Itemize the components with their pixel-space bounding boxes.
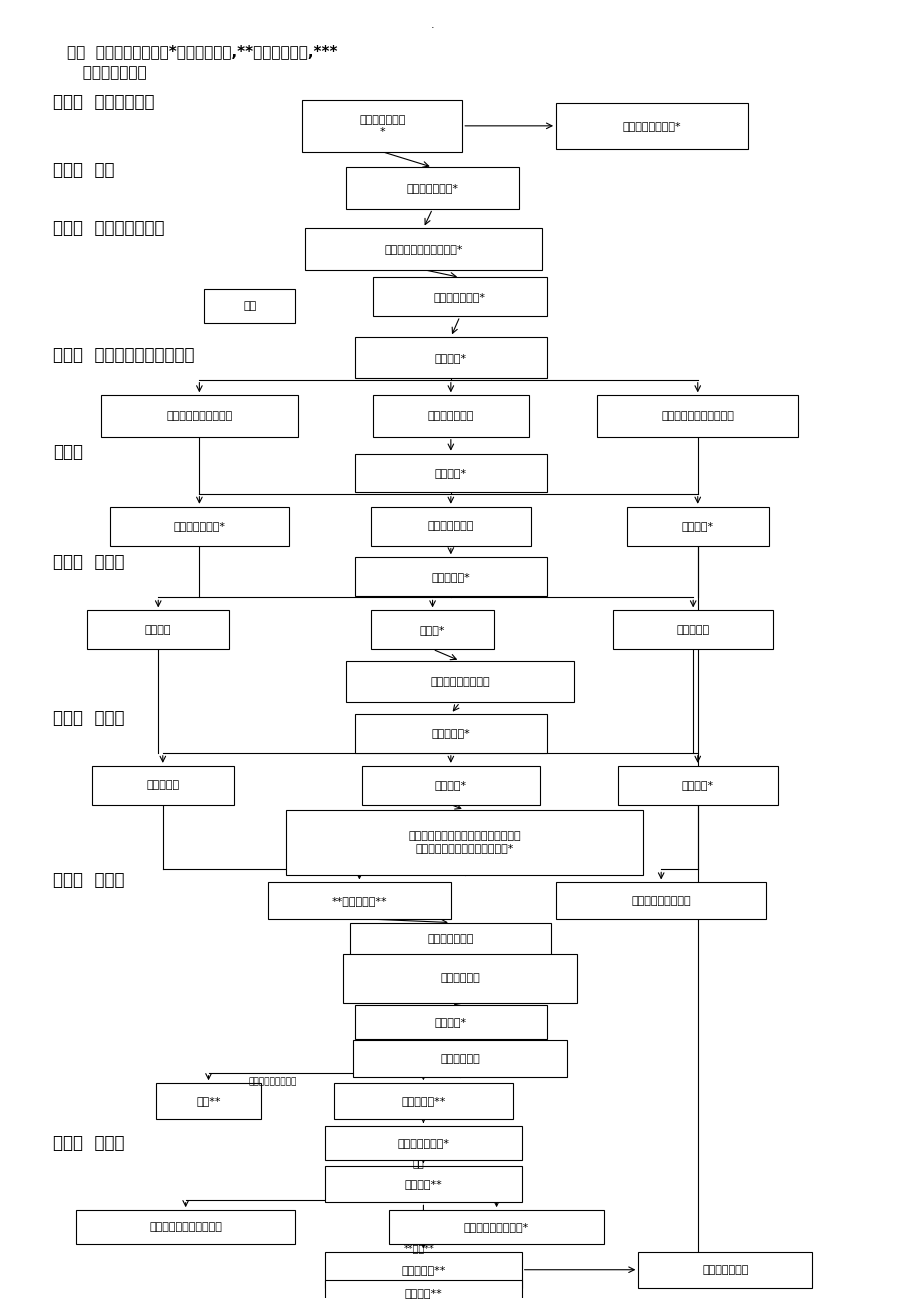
Text: 党务会研究决定: 党务会研究决定 xyxy=(427,935,473,944)
FancyBboxPatch shape xyxy=(555,883,766,919)
FancyBboxPatch shape xyxy=(343,953,576,1003)
Text: 承办人根据人员调动、职务晋升、岗位
变动等情况，调整个人工资金额*: 承办人根据人员调动、职务晋升、岗位 变动等情况，调整个人工资金额* xyxy=(408,832,520,853)
Text: 承办人办理支付手续: 承办人办理支付手续 xyxy=(630,896,690,905)
Text: 收到信访举报: 收到信访举报 xyxy=(439,974,480,983)
Text: 班子评鉴**: 班子评鉴** xyxy=(404,1288,442,1298)
Text: 二、  权力运行流程图（*为低风险等级,**为中风险等级,***: 二、 权力运行流程图（*为低风险等级,**为中风险等级,*** xyxy=(67,44,337,59)
Text: 业单位公开招聘: 业单位公开招聘 xyxy=(427,411,473,421)
Text: 分管局领导审批*: 分管局领导审批* xyxy=(397,1138,449,1148)
Text: 局领导审批*: 局领导审批* xyxy=(431,728,470,738)
Text: 承办人报批手续*: 承办人报批手续* xyxy=(173,521,225,531)
Text: 科长审批*: 科长审批* xyxy=(435,353,467,363)
FancyBboxPatch shape xyxy=(612,611,772,650)
Text: 办结**: 办结** xyxy=(196,1096,221,1107)
FancyBboxPatch shape xyxy=(110,506,289,546)
Text: 承办人办理**: 承办人办理** xyxy=(401,1096,445,1107)
FancyBboxPatch shape xyxy=(626,506,767,546)
Text: 审查使用*: 审查使用* xyxy=(681,521,713,531)
FancyBboxPatch shape xyxy=(324,1167,521,1202)
FancyBboxPatch shape xyxy=(596,396,798,436)
FancyBboxPatch shape xyxy=(370,506,530,546)
Text: 科长审核*: 科长审核* xyxy=(435,780,467,790)
Text: 公示: 公示 xyxy=(413,1159,425,1168)
Text: 局领导审批*: 局领导审批* xyxy=(431,572,470,582)
FancyBboxPatch shape xyxy=(76,1210,295,1243)
Text: 领导审批*: 领导审批* xyxy=(681,780,713,790)
FancyBboxPatch shape xyxy=(373,396,528,436)
Text: 长审核*: 长审核* xyxy=(419,625,445,635)
FancyBboxPatch shape xyxy=(204,289,295,323)
FancyBboxPatch shape xyxy=(617,766,777,805)
Text: 承办人拟订竞岗方案: 承办人拟订竞岗方案 xyxy=(430,677,489,686)
Text: （九）  干部档: （九） 干部档 xyxy=(53,1134,124,1152)
FancyBboxPatch shape xyxy=(355,453,546,492)
Text: 理报批手续: 理报批手续 xyxy=(675,625,709,635)
FancyBboxPatch shape xyxy=(156,1083,261,1120)
Text: 未列入党费年度支出预算: 未列入党费年度支出预算 xyxy=(661,411,733,421)
Text: 为高风险等级）: 为高风险等级） xyxy=(67,65,146,79)
Text: 承办人受理审查*: 承办人受理审查* xyxy=(406,184,458,193)
Text: 科长审批*: 科长审批* xyxy=(435,467,467,478)
Text: 列入党费年度支出预算: 列入党费年度支出预算 xyxy=(166,411,233,421)
Text: 承办: 承办 xyxy=(243,301,256,311)
FancyBboxPatch shape xyxy=(334,1083,512,1120)
FancyBboxPatch shape xyxy=(286,810,642,875)
FancyBboxPatch shape xyxy=(352,1040,567,1077)
Text: 公布竞岗方案: 公布竞岗方案 xyxy=(439,1053,480,1064)
Text: （二）  党费: （二） 党费 xyxy=(53,161,115,178)
FancyBboxPatch shape xyxy=(324,1280,521,1302)
FancyBboxPatch shape xyxy=(267,883,450,919)
Text: 承办人受理检查
*: 承办人受理检查 * xyxy=(358,115,405,137)
FancyBboxPatch shape xyxy=(346,167,519,208)
FancyBboxPatch shape xyxy=(346,661,573,702)
FancyBboxPatch shape xyxy=(373,277,546,316)
Text: 科长申核*: 科长申核* xyxy=(435,1017,467,1027)
FancyBboxPatch shape xyxy=(355,1005,546,1039)
FancyBboxPatch shape xyxy=(355,713,546,753)
FancyBboxPatch shape xyxy=(92,766,233,805)
Text: 报上级部门审批: 报上级部门审批 xyxy=(701,1264,747,1275)
FancyBboxPatch shape xyxy=(355,337,546,379)
Text: （七）  劳资核: （七） 劳资核 xyxy=(53,708,124,727)
Text: 承办人办理: 承办人办理 xyxy=(146,780,179,790)
Text: （六）  开展工: （六） 开展工 xyxy=(53,553,124,572)
FancyBboxPatch shape xyxy=(370,611,494,650)
Text: 部门负责人核算*: 部门负责人核算* xyxy=(434,292,485,302)
Text: 不符合要求的反响*: 不符合要求的反响* xyxy=(622,121,681,130)
Text: 承办人形成书面审查材料*: 承办人形成书面审查材料* xyxy=(384,243,462,254)
Text: （一）  党务审批职权: （一） 党务审批职权 xyxy=(53,94,154,112)
FancyBboxPatch shape xyxy=(555,103,747,150)
Text: **推荐、测评**: **推荐、测评** xyxy=(331,896,387,905)
FancyBboxPatch shape xyxy=(361,766,539,805)
FancyBboxPatch shape xyxy=(350,923,550,956)
FancyBboxPatch shape xyxy=(324,1126,521,1160)
FancyBboxPatch shape xyxy=(87,611,229,650)
Text: （八）  信访举: （八） 信访举 xyxy=(53,871,124,889)
Text: 干部调入通知、任免文件: 干部调入通知、任免文件 xyxy=(149,1223,221,1232)
Text: 部选任工作方案: 部选任工作方案 xyxy=(427,521,473,531)
Text: （四）  事业单位公开招聘职权: （四） 事业单位公开招聘职权 xyxy=(53,346,194,365)
Text: 党委领导: 党委领导 xyxy=(145,625,171,635)
FancyBboxPatch shape xyxy=(638,1251,811,1288)
Text: **测评**: **测评** xyxy=(403,1242,434,1253)
FancyBboxPatch shape xyxy=(302,100,461,152)
Text: 财政局报送相关工资*: 财政局报送相关工资* xyxy=(463,1223,528,1232)
FancyBboxPatch shape xyxy=(304,228,541,270)
Text: （五）: （五） xyxy=(53,443,83,461)
Text: 成绩审查、组织审议: 成绩审查、组织审议 xyxy=(248,1077,297,1086)
Text: .: . xyxy=(430,20,434,30)
FancyBboxPatch shape xyxy=(389,1210,604,1243)
FancyBboxPatch shape xyxy=(101,396,298,436)
FancyBboxPatch shape xyxy=(355,557,546,596)
Text: 局领导审批**: 局领导审批** xyxy=(401,1264,445,1275)
Text: 科长审核**: 科长审核** xyxy=(404,1180,442,1189)
Text: （三）  公务员招录职权: （三） 公务员招录职权 xyxy=(53,219,165,237)
FancyBboxPatch shape xyxy=(324,1251,521,1288)
